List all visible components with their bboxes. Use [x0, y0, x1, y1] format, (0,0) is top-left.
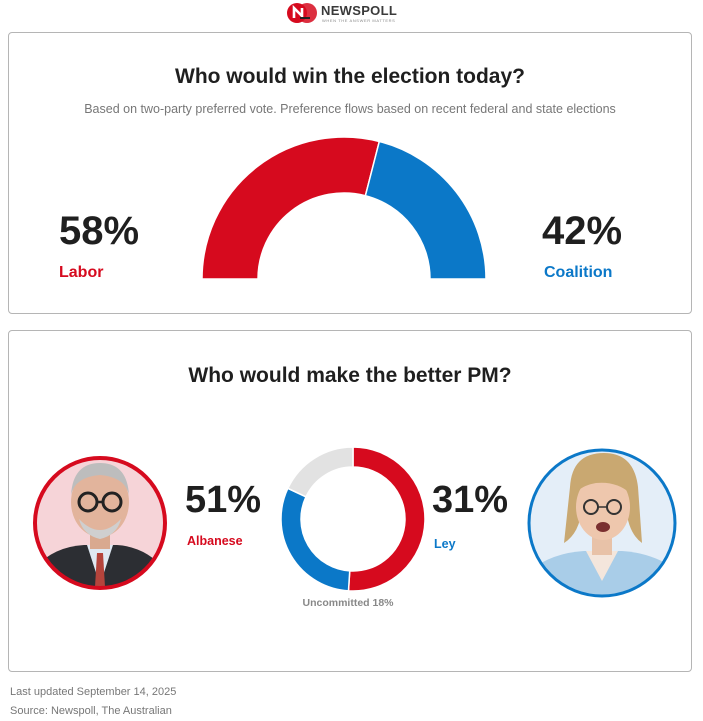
- coalition-label: Coalition: [544, 264, 613, 281]
- coalition-percent: 42%: [542, 209, 623, 253]
- ley-percent: 31%: [432, 479, 509, 521]
- election-subtitle: Based on two-party preferred vote. Prefe…: [84, 102, 616, 116]
- election-panel: Who would win the election today? Based …: [8, 32, 692, 314]
- two-party-coalition-segment: [364, 140, 487, 280]
- better-pm-ley-segment: [280, 487, 351, 592]
- two-party-labor-segment: [201, 136, 381, 280]
- better-pm-title: Who would make the better PM?: [188, 364, 512, 387]
- better-pm-panel: Who would make the better PM? 51% Albane…: [8, 330, 692, 672]
- labor-percent: 58%: [59, 209, 140, 253]
- newspoll-logo-icon: [287, 3, 317, 23]
- ley-portrait: [527, 448, 677, 598]
- newspoll-logo: NEWSPOLL WHEN THE ANSWER MATTERS: [286, 2, 406, 26]
- albanese-portrait: [33, 456, 167, 590]
- better-pm-albanese-segment: [347, 446, 426, 592]
- election-title: Who would win the election today?: [175, 65, 525, 88]
- last-updated: Last updated September 14, 2025: [10, 686, 177, 698]
- labor-label: Labor: [59, 264, 104, 281]
- ley-label: Ley: [434, 537, 456, 551]
- uncommitted-label: Uncommitted 18%: [302, 597, 394, 609]
- brand-tagline: WHEN THE ANSWER MATTERS: [322, 18, 396, 23]
- albanese-label: Albanese: [187, 534, 243, 548]
- two-party-half-donut-chart: [201, 136, 487, 280]
- better-pm-donut-chart: [280, 446, 426, 592]
- better-pm-uncommitted-segment: [286, 446, 354, 498]
- brand-name: NEWSPOLL: [321, 3, 398, 18]
- albanese-percent: 51%: [185, 479, 262, 521]
- source-credit: Source: Newspoll, The Australian: [10, 705, 172, 717]
